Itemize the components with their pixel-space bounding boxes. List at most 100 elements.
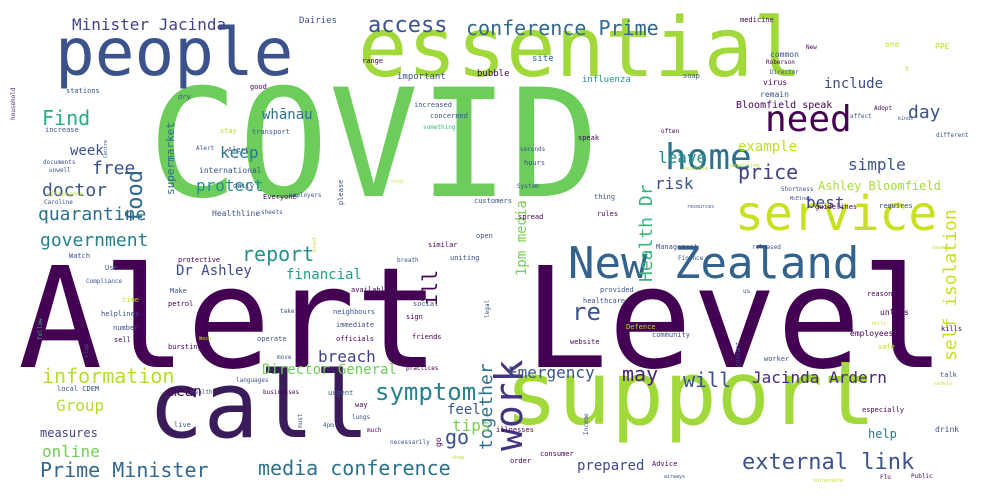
word-director-general: Director General <box>262 362 397 378</box>
word-report: report <box>242 242 315 266</box>
word-tips: tips <box>452 416 491 435</box>
word-petrol: petrol <box>168 300 194 308</box>
word-sheets: sheets <box>261 209 283 216</box>
word-prepared: prepared <box>577 458 645 474</box>
word-support: support <box>505 342 876 445</box>
word-released: released <box>752 244 781 251</box>
word-health: Health <box>191 389 213 396</box>
word-week: week <box>70 143 104 159</box>
word-level: level <box>932 245 948 251</box>
word-immediate: immediate <box>336 321 374 329</box>
word-daily: daily <box>233 182 255 190</box>
word-people: people <box>55 14 294 91</box>
word-keep: keep <box>220 143 259 162</box>
word-hours: hours <box>524 159 546 167</box>
word-practices: practices <box>406 365 439 372</box>
word-prime-minister: Prime Minister <box>40 458 209 482</box>
word-mcelnay: McElnay <box>790 196 812 202</box>
word-day: day <box>908 102 941 123</box>
word-risk: risk <box>655 174 694 193</box>
word-soap: soap <box>683 72 700 80</box>
word-officials: officials <box>336 335 374 343</box>
word-site: site <box>532 54 554 64</box>
word-dry: dry <box>178 93 191 101</box>
word-minister-jacinda: Minister Jacinda <box>72 15 227 34</box>
word-cold: cold <box>391 179 404 185</box>
word-wh-nau: whānau <box>262 107 313 123</box>
word-access: access <box>368 13 448 38</box>
word-stations: stations <box>66 87 100 95</box>
word-remain: remain <box>760 90 789 99</box>
word-will: will <box>683 368 732 392</box>
word-unwell: unwell <box>49 167 71 174</box>
word-health-dr: Health Dr <box>636 184 657 283</box>
word-need: need <box>765 99 852 140</box>
word-important: important <box>397 72 446 82</box>
word-legal: legal <box>484 299 491 318</box>
word-helplines: helplines <box>101 310 139 318</box>
word-ppe: PPE <box>935 42 950 51</box>
word-healthcare: healthcare <box>583 297 626 305</box>
word-new: New <box>806 44 817 51</box>
word-defence: Defence <box>626 323 656 331</box>
word-watch: Watch <box>69 252 91 260</box>
word-system: System <box>517 183 539 190</box>
word-ashley-bloomfield: Ashley Bloomfield <box>818 179 941 193</box>
word-order: order <box>510 457 532 465</box>
word-adopt: Adopt <box>874 105 893 112</box>
word-best: best <box>806 193 845 212</box>
word-call: call <box>148 352 370 459</box>
word-influenza: influenza <box>582 75 631 85</box>
word-external-link: external link <box>742 450 915 475</box>
word-follow: follow <box>37 317 44 340</box>
word-illnesses: illnesses <box>496 426 534 434</box>
word-emergency: Emergency <box>508 363 595 382</box>
word-may: may <box>622 362 659 386</box>
word-sell: sell <box>114 336 131 344</box>
word-friends: friends <box>412 333 442 341</box>
word-much: much <box>367 427 382 434</box>
word-businesses: businesses <box>263 389 300 396</box>
word-new-zealand: New Zealand <box>568 238 860 289</box>
word-doctor: doctor <box>42 180 108 201</box>
word-use: Use <box>105 264 118 272</box>
word-uniting: uniting <box>450 254 480 262</box>
word-conference-prime: conference Prime <box>466 16 659 40</box>
word-advice: Advice <box>652 460 678 468</box>
word-t: t <box>905 65 910 73</box>
word-information: information <box>42 364 175 388</box>
word-take: take <box>280 308 295 315</box>
word-lungs: lungs <box>352 414 371 421</box>
word-urgent: urgent <box>328 389 354 397</box>
word-drink: drink <box>935 425 960 434</box>
word-feel: feel <box>447 402 481 418</box>
word-website: website <box>570 338 600 346</box>
word-stop: stop <box>83 343 90 359</box>
word-quarantine: quarantine <box>38 204 147 225</box>
word-covid: COVID <box>148 58 600 232</box>
word-stay: stay <box>220 127 237 135</box>
word-something: something <box>423 124 456 131</box>
word-transport: transport <box>252 128 290 136</box>
word-bubble: bubble <box>477 69 510 79</box>
word-increased: increased <box>414 101 452 109</box>
word-customers: customers <box>474 197 512 205</box>
word-different: different <box>936 132 969 139</box>
word-leave: leave <box>658 148 707 167</box>
word-help: help <box>868 427 897 441</box>
word-one: one <box>885 40 900 49</box>
word-shop: shop <box>452 455 465 461</box>
word-especially: especially <box>862 406 905 414</box>
word-kills: kills <box>941 325 963 333</box>
word-documents: documents <box>43 159 76 166</box>
word-food: food <box>123 169 148 223</box>
word-caroline: Caroline <box>44 199 73 206</box>
word-difference: difference <box>47 191 84 198</box>
word-everyone: Everyone <box>263 193 297 201</box>
word-requires: requires <box>879 202 913 210</box>
word-sign: sign <box>406 313 423 321</box>
word-similar: similar <box>428 241 458 249</box>
word-director: Director <box>770 69 799 76</box>
word-measures: measures <box>40 426 98 440</box>
